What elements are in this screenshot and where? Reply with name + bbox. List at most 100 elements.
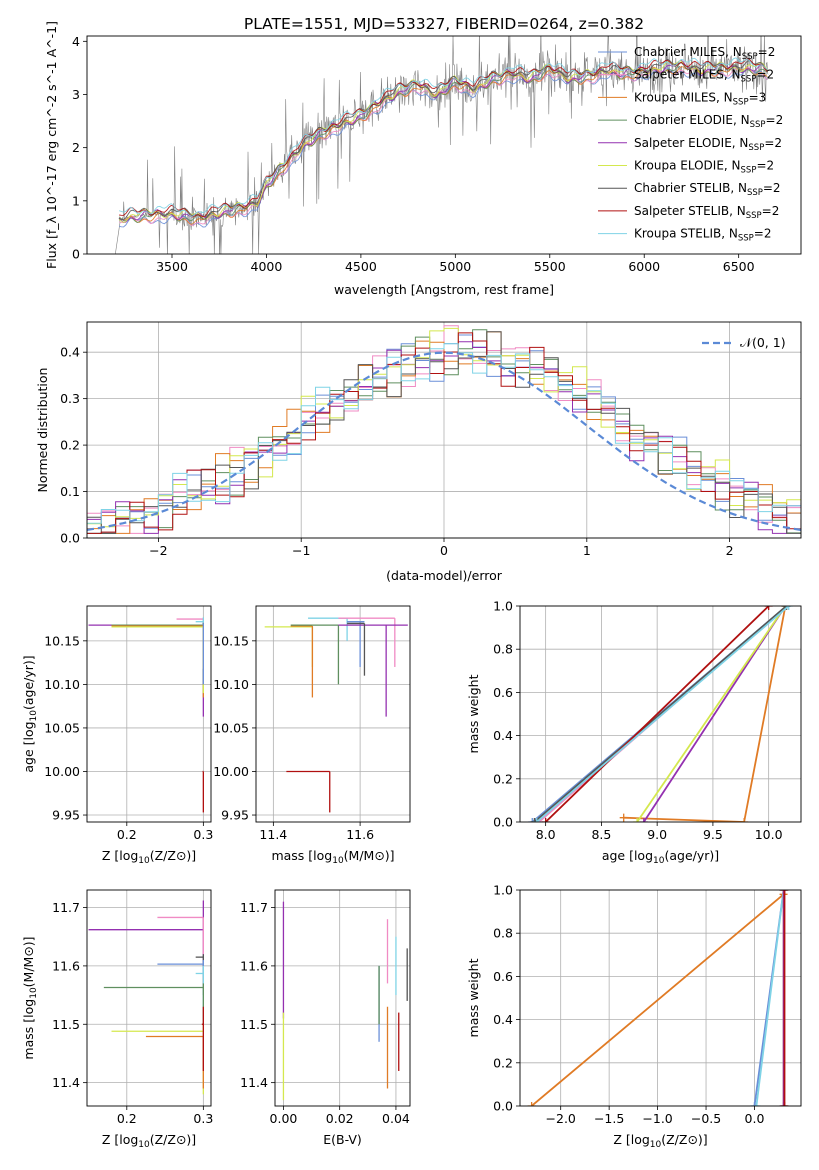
y-tick-label: 0.3 xyxy=(60,391,80,406)
marker-kroupa_stelib xyxy=(784,606,793,610)
x-axis-label: Z [log10(Z/Z⊙)] xyxy=(102,1132,196,1150)
plot-area xyxy=(264,617,408,813)
x-axis-label: age [log10(age/yr)] xyxy=(602,848,719,866)
legend-label-kroupa_elodie: Kroupa ELODIE, NSSP=2 xyxy=(634,159,774,176)
y-tick-label: 0.0 xyxy=(60,531,80,546)
y-tick-label: 0.4 xyxy=(493,1012,513,1027)
legend-label-sub: SSP xyxy=(742,52,758,62)
cumulative-line-salpeter_elodie xyxy=(643,606,787,822)
y-tick-label: 0.2 xyxy=(493,1055,513,1070)
x-tick-label: 6000 xyxy=(628,259,660,274)
y-axis-label: age [log10(age/yr)] xyxy=(21,655,39,772)
legend-label-tail: =2 xyxy=(754,227,772,241)
marker-kroupa_miles xyxy=(740,818,749,822)
mass-vs-metallicity-panel: 0.2 0.311.411.511.611.7Z [log10(Z/Z⊙)]mas… xyxy=(21,889,213,1150)
x-axis-label-main: Z [log xyxy=(613,1132,649,1147)
cumulative-metallicity-panel: −2.0 −1.5 −1.0 −0.5 0.0 0.0 0.2 0.4 0.6 0.8 1.0 Z [… xyxy=(466,883,802,1150)
legend-label-tail: =2 xyxy=(758,45,776,59)
y-tick-label: 0.4 xyxy=(60,345,80,360)
y-tick-label: 0.0 xyxy=(493,1099,513,1114)
marker-salpeter_stelib xyxy=(764,606,773,610)
x-tick-label: 11.4 xyxy=(259,827,287,842)
marker-salpeter_stelib xyxy=(541,818,550,822)
histogram-step-chabrier_elodie xyxy=(87,329,801,534)
legend-label-sub: SSP xyxy=(741,166,757,176)
marker-salpeter_stelib xyxy=(780,1102,789,1106)
y-tick-label: 0.8 xyxy=(493,926,513,941)
plot-area xyxy=(87,325,801,534)
legend-label-salpeter_stelib: Salpeter STELIB, NSSP=2 xyxy=(634,204,779,221)
legend-label-tail: =2 xyxy=(766,113,784,127)
y-axis-label-tail: (age/yr)] xyxy=(21,655,36,710)
x-tick-label: 0.02 xyxy=(326,1111,354,1126)
y-axis-label-sub: 10 xyxy=(29,987,39,999)
x-tick-label: 0.3 xyxy=(193,1111,213,1126)
legend-label-main: Salpeter ELODIE, N xyxy=(634,136,748,150)
marker-kroupa_miles xyxy=(619,813,628,822)
cumulative-line-salpeter_stelib xyxy=(544,606,770,822)
y-axis-label: mass weight xyxy=(466,958,481,1037)
y-tick-label: 0.0 xyxy=(493,815,513,830)
cumulative-line-kroupa_miles xyxy=(623,606,787,822)
marker-kroupa_elodie xyxy=(633,818,642,822)
y-tick-label: 0.1 xyxy=(60,484,80,499)
x-tick-label: 4500 xyxy=(345,259,377,274)
legend-label-kroupa_miles: Kroupa MILES, NSSP=3 xyxy=(634,90,766,107)
x-axis-label-main: Z [log xyxy=(102,1132,138,1147)
legend-label-main: Kroupa ELODIE, N xyxy=(634,159,741,173)
mass-vs-ebv-panel: 0.00 0.02 0.04 11.4 11.5 11.6 11.7 E(B-V) xyxy=(240,889,411,1147)
y-tick-label: 11.5 xyxy=(240,1017,268,1032)
marker-salpeter_stelib xyxy=(780,890,789,894)
x-axis-label-sub: 10 xyxy=(653,856,665,866)
x-tick-label: 11.6 xyxy=(346,827,374,842)
legend-label-chabrier_stelib: Chabrier STELIB, NSSP=2 xyxy=(634,181,781,198)
legend-label-main: Chabrier STELIB, N xyxy=(634,181,747,195)
y-axis-label: Normed distribution xyxy=(35,368,50,493)
x-tick-label: 0.04 xyxy=(382,1111,410,1126)
cumulative-line-kroupa_stelib xyxy=(536,606,790,822)
x-axis-label: (data-model)/error xyxy=(386,568,503,583)
axes-frame xyxy=(86,605,212,823)
y-axis-label-main: age [log xyxy=(21,721,36,772)
x-tick-label: 4000 xyxy=(251,259,283,274)
x-tick-label: −1.0 xyxy=(642,1111,672,1126)
histogram-step-salpeter_stelib xyxy=(87,332,801,534)
x-tick-label: −2.0 xyxy=(546,1111,576,1126)
axes-frame xyxy=(519,605,802,823)
y-tick-label: 4 xyxy=(72,34,80,49)
y-tick-label: 11.4 xyxy=(52,1075,80,1090)
y-tick-label: 2 xyxy=(72,140,80,155)
legend-label-main: Salpeter MILES, N xyxy=(634,68,741,82)
legend-label-kroupa_stelib: Kroupa STELIB, NSSP=2 xyxy=(634,227,772,244)
residuals-panel: −2 −1 0 1 2 0.0 0.1 0.2 0.3 0.4 𝒩(0, 1) (data-model… xyxy=(35,321,802,583)
x-tick-label: −1 xyxy=(292,543,310,558)
legend-label-tail: =2 xyxy=(756,68,774,82)
x-tick-label: 0.3 xyxy=(193,827,213,842)
marker-salpeter_elodie xyxy=(779,1102,788,1106)
legend-label-main: Kroupa STELIB, N xyxy=(634,227,738,241)
x-tick-label: 0.2 xyxy=(117,827,137,842)
marker-chabrier_miles xyxy=(528,818,537,822)
y-tick-label: 1.0 xyxy=(493,599,513,614)
legend-label-tail: =2 xyxy=(762,204,780,218)
figure-title: PLATE=1551, MJD=53327, FIBERID=0264, z=0… xyxy=(244,15,644,33)
x-tick-label: 0.00 xyxy=(270,1111,298,1126)
axes-frame xyxy=(274,889,411,1107)
y-tick-label: 9.95 xyxy=(221,808,249,823)
y-tick-label: 10.00 xyxy=(44,764,80,779)
marker-kroupa_miles xyxy=(527,1102,536,1106)
y-tick-label: 10.05 xyxy=(213,720,249,735)
x-axis-label-sub: 10 xyxy=(332,856,344,866)
y-tick-label: 0.2 xyxy=(60,438,80,453)
marker-kroupa_stelib xyxy=(532,818,541,822)
cumulative-line-kroupa_elodie xyxy=(636,606,787,822)
x-axis-label: wavelength [Angstrom, rest frame] xyxy=(334,282,554,297)
legend-label-sub: SSP xyxy=(738,234,754,244)
y-tick-label: 9.95 xyxy=(52,808,80,823)
x-axis-label: Z [log10(Z/Z⊙)] xyxy=(102,848,196,866)
legend-label-main: Chabrier ELODIE, N xyxy=(634,113,750,127)
y-tick-label: 0.8 xyxy=(493,642,513,657)
plot-area xyxy=(88,617,204,813)
